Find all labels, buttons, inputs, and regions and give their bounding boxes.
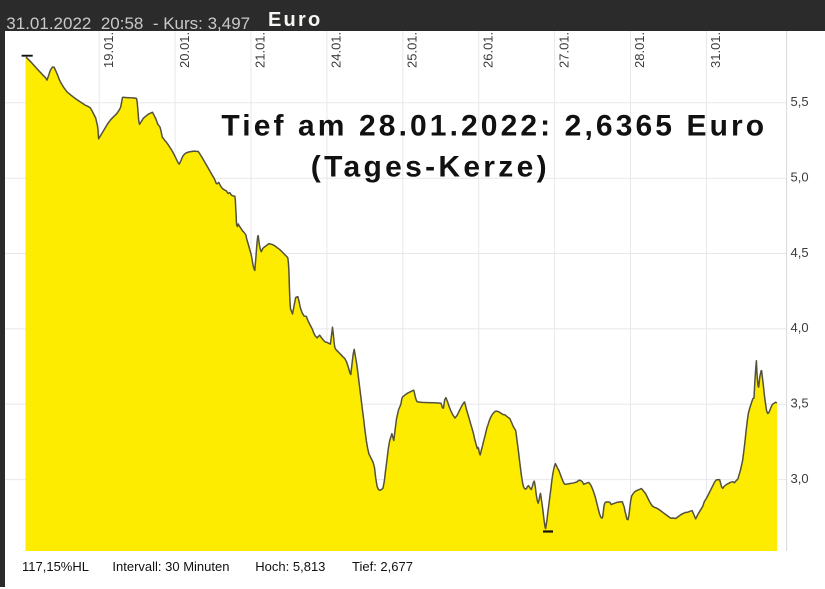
svg-text:25.01.: 25.01. xyxy=(405,32,420,68)
svg-text:Intervall: 30 Minuten: Intervall: 30 Minuten xyxy=(112,559,229,574)
svg-text:24.01.: 24.01. xyxy=(329,32,344,68)
svg-text:Tief am 28.01.2022: 2,6365 Eur: Tief am 28.01.2022: 2,6365 Euro xyxy=(221,110,767,143)
svg-text:5,0: 5,0 xyxy=(791,170,809,185)
svg-text:27.01.: 27.01. xyxy=(556,32,571,68)
svg-text:4,5: 4,5 xyxy=(791,245,809,260)
svg-text:28.01.: 28.01. xyxy=(632,32,647,68)
svg-text:117,15%HL: 117,15%HL xyxy=(22,559,89,574)
svg-text:Euro: Euro xyxy=(268,9,322,31)
svg-text:20.01.: 20.01. xyxy=(177,32,192,68)
svg-text:Tief: 2,677: Tief: 2,677 xyxy=(352,559,413,574)
svg-text:19.01.: 19.01. xyxy=(101,32,116,68)
svg-text:4,0: 4,0 xyxy=(791,320,809,335)
svg-text:31.01.2022 20:58 - Kurs: 3,4: 31.01.2022 20:58 - Kurs: 3,497 xyxy=(6,14,250,33)
svg-text:5,5: 5,5 xyxy=(791,94,809,109)
svg-text:3,0: 3,0 xyxy=(791,471,809,486)
svg-text:21.01.: 21.01. xyxy=(253,32,268,68)
svg-text:31.01.: 31.01. xyxy=(708,32,723,68)
svg-text:Hoch: 5,813: Hoch: 5,813 xyxy=(255,559,325,574)
svg-text:26.01.: 26.01. xyxy=(480,32,495,68)
svg-text:(Tages-Kerze): (Tages-Kerze) xyxy=(311,151,550,184)
svg-text:3,5: 3,5 xyxy=(791,396,809,411)
